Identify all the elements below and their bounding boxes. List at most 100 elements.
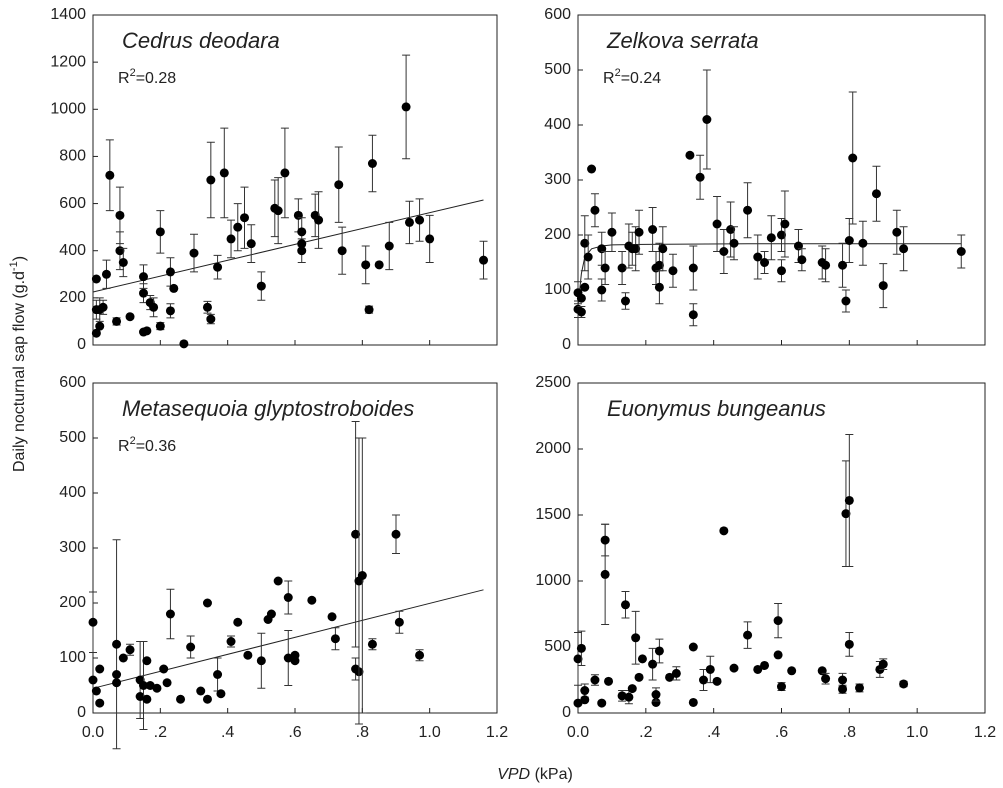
data-point bbox=[213, 262, 223, 272]
data-point bbox=[233, 222, 243, 232]
x-axis-label: VPD (kPa) bbox=[497, 766, 573, 783]
data-point bbox=[892, 227, 902, 237]
data-point bbox=[688, 697, 698, 707]
data-point bbox=[604, 676, 614, 686]
data-point bbox=[620, 600, 630, 610]
data-point bbox=[384, 241, 394, 251]
data-point bbox=[878, 281, 888, 291]
data-point bbox=[743, 205, 753, 215]
data-point bbox=[290, 650, 300, 660]
data-point bbox=[115, 210, 125, 220]
r-squared: R2=0.28 bbox=[118, 67, 176, 87]
data-point bbox=[899, 679, 909, 689]
data-point bbox=[226, 234, 236, 244]
x-tick-label: .2 bbox=[639, 724, 652, 741]
data-point bbox=[631, 633, 641, 643]
fit-line bbox=[92, 199, 484, 293]
data-point bbox=[844, 495, 854, 505]
data-point bbox=[206, 314, 216, 324]
data-point bbox=[719, 247, 729, 256]
data-point bbox=[712, 676, 722, 686]
data-point bbox=[256, 281, 266, 291]
x-tick-label: .4 bbox=[707, 724, 720, 741]
data-point bbox=[617, 691, 627, 701]
data-point bbox=[159, 664, 169, 674]
data-point bbox=[91, 686, 101, 696]
y-tick-label: 600 bbox=[544, 6, 571, 23]
data-point bbox=[337, 246, 347, 256]
data-point bbox=[283, 593, 293, 602]
data-point bbox=[777, 266, 786, 276]
data-point bbox=[841, 509, 851, 519]
r-squared-prefix: R bbox=[118, 70, 130, 87]
data-point bbox=[855, 683, 865, 693]
data-point bbox=[202, 302, 212, 312]
panel-title: Zelkova serrata bbox=[606, 28, 759, 53]
data-point bbox=[357, 571, 367, 580]
data-point bbox=[600, 569, 610, 579]
y-tick-label: 200 bbox=[59, 594, 86, 611]
y-axis-label: Daily nocturnal sap flow (g.d-1) bbox=[8, 256, 28, 472]
data-point bbox=[266, 609, 276, 619]
data-point bbox=[597, 698, 607, 708]
data-point bbox=[753, 252, 763, 262]
panel-title: Euonymus bungeanus bbox=[607, 396, 826, 421]
data-point bbox=[654, 282, 664, 292]
y-tick-label: 1000 bbox=[535, 572, 571, 589]
data-point bbox=[841, 296, 851, 306]
x-tick-label: 1.2 bbox=[974, 724, 996, 741]
y-tick-label: 0 bbox=[77, 704, 86, 721]
data-point bbox=[330, 634, 340, 644]
data-point bbox=[91, 328, 101, 338]
data-point bbox=[654, 646, 664, 656]
data-point bbox=[787, 666, 797, 676]
r-squared-sup: 2 bbox=[615, 67, 621, 79]
data-point bbox=[219, 168, 229, 178]
data-point bbox=[118, 258, 128, 267]
y-tick-label: 1000 bbox=[50, 101, 86, 118]
y-tick-label: 100 bbox=[59, 649, 86, 666]
data-point bbox=[668, 266, 678, 276]
data-point bbox=[479, 255, 489, 265]
data-point bbox=[189, 248, 199, 258]
data-point bbox=[125, 645, 135, 655]
data-point bbox=[797, 255, 807, 265]
data-point bbox=[766, 233, 776, 243]
data-point bbox=[671, 668, 681, 678]
data-point bbox=[401, 102, 411, 112]
data-point bbox=[899, 244, 909, 254]
data-point bbox=[125, 312, 135, 322]
data-point bbox=[719, 526, 729, 536]
y-tick-label: 600 bbox=[59, 374, 86, 391]
data-point bbox=[607, 227, 617, 237]
data-point bbox=[688, 310, 698, 320]
data-point bbox=[233, 617, 243, 627]
data-point bbox=[753, 664, 763, 674]
y-tick-label: 800 bbox=[59, 148, 86, 165]
data-point bbox=[844, 639, 854, 649]
data-point bbox=[858, 238, 868, 248]
data-point bbox=[777, 230, 786, 240]
data-point bbox=[246, 239, 256, 249]
data-point bbox=[688, 263, 698, 273]
data-point bbox=[152, 683, 162, 693]
x-tick-label: .2 bbox=[154, 724, 167, 741]
panel: 0 200 400 600 800 1000 1200 1400 Cedrus deodara R… bbox=[50, 6, 498, 353]
data-point bbox=[118, 653, 128, 663]
data-point bbox=[597, 285, 607, 295]
y-tick-label: 1500 bbox=[535, 506, 571, 523]
data-point bbox=[627, 684, 637, 694]
r-squared-text: =0.36 bbox=[136, 438, 177, 455]
data-point bbox=[848, 153, 858, 163]
data-point bbox=[206, 175, 216, 185]
y-tick-label: 300 bbox=[544, 171, 571, 188]
data-point bbox=[202, 694, 212, 704]
data-point bbox=[729, 663, 739, 673]
data-point bbox=[297, 246, 307, 256]
data-point bbox=[226, 637, 236, 646]
data-point bbox=[179, 339, 189, 349]
r-squared: R2=0.24 bbox=[603, 67, 661, 87]
data-point bbox=[780, 219, 790, 229]
data-point bbox=[583, 252, 593, 262]
data-point bbox=[112, 670, 122, 679]
